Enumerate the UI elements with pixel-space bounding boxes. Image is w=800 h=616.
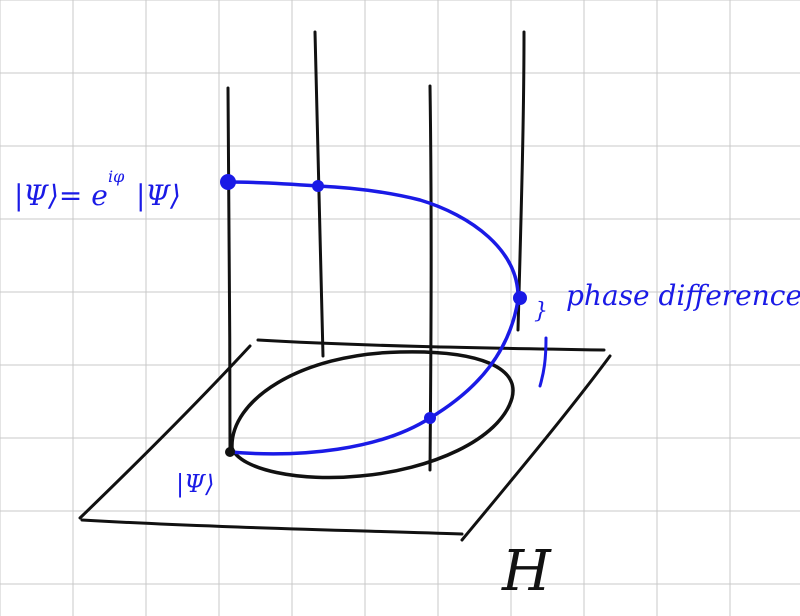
label-state-phase-exponent: iφ <box>108 167 125 186</box>
phase-brace-icon: } <box>534 299 548 324</box>
plane-top-edge <box>256 338 606 352</box>
fiber-line-4 <box>516 30 526 332</box>
label-state-phase: |Ψ⟩= e iφ |Ψ⟩ <box>14 167 181 212</box>
lifted-path <box>226 180 520 456</box>
point-on-fiber-4 <box>513 291 527 305</box>
point-on-fiber-3-lower <box>424 412 436 424</box>
fiber-lines <box>226 30 526 472</box>
base-loop <box>230 350 515 480</box>
label-state-phase-main: |Ψ⟩= e <box>14 179 108 212</box>
label-space-h: H <box>501 539 552 604</box>
plane-left-edge <box>78 344 252 520</box>
label-state-base: |Ψ⟩ <box>176 470 215 499</box>
plane-right-edge <box>460 354 612 542</box>
label-phase-difference: phase difference <box>566 279 800 312</box>
start-point <box>225 447 235 457</box>
hilbert-plane <box>78 338 612 542</box>
end-point <box>220 174 236 190</box>
plane-bottom-edge <box>80 518 464 536</box>
fiber-line-1 <box>226 86 232 454</box>
fiber-line-2 <box>313 30 325 358</box>
point-on-fiber-2 <box>312 180 324 192</box>
phase-bracket-line <box>538 336 548 388</box>
label-state-phase-tail: |Ψ⟩ <box>136 179 181 212</box>
